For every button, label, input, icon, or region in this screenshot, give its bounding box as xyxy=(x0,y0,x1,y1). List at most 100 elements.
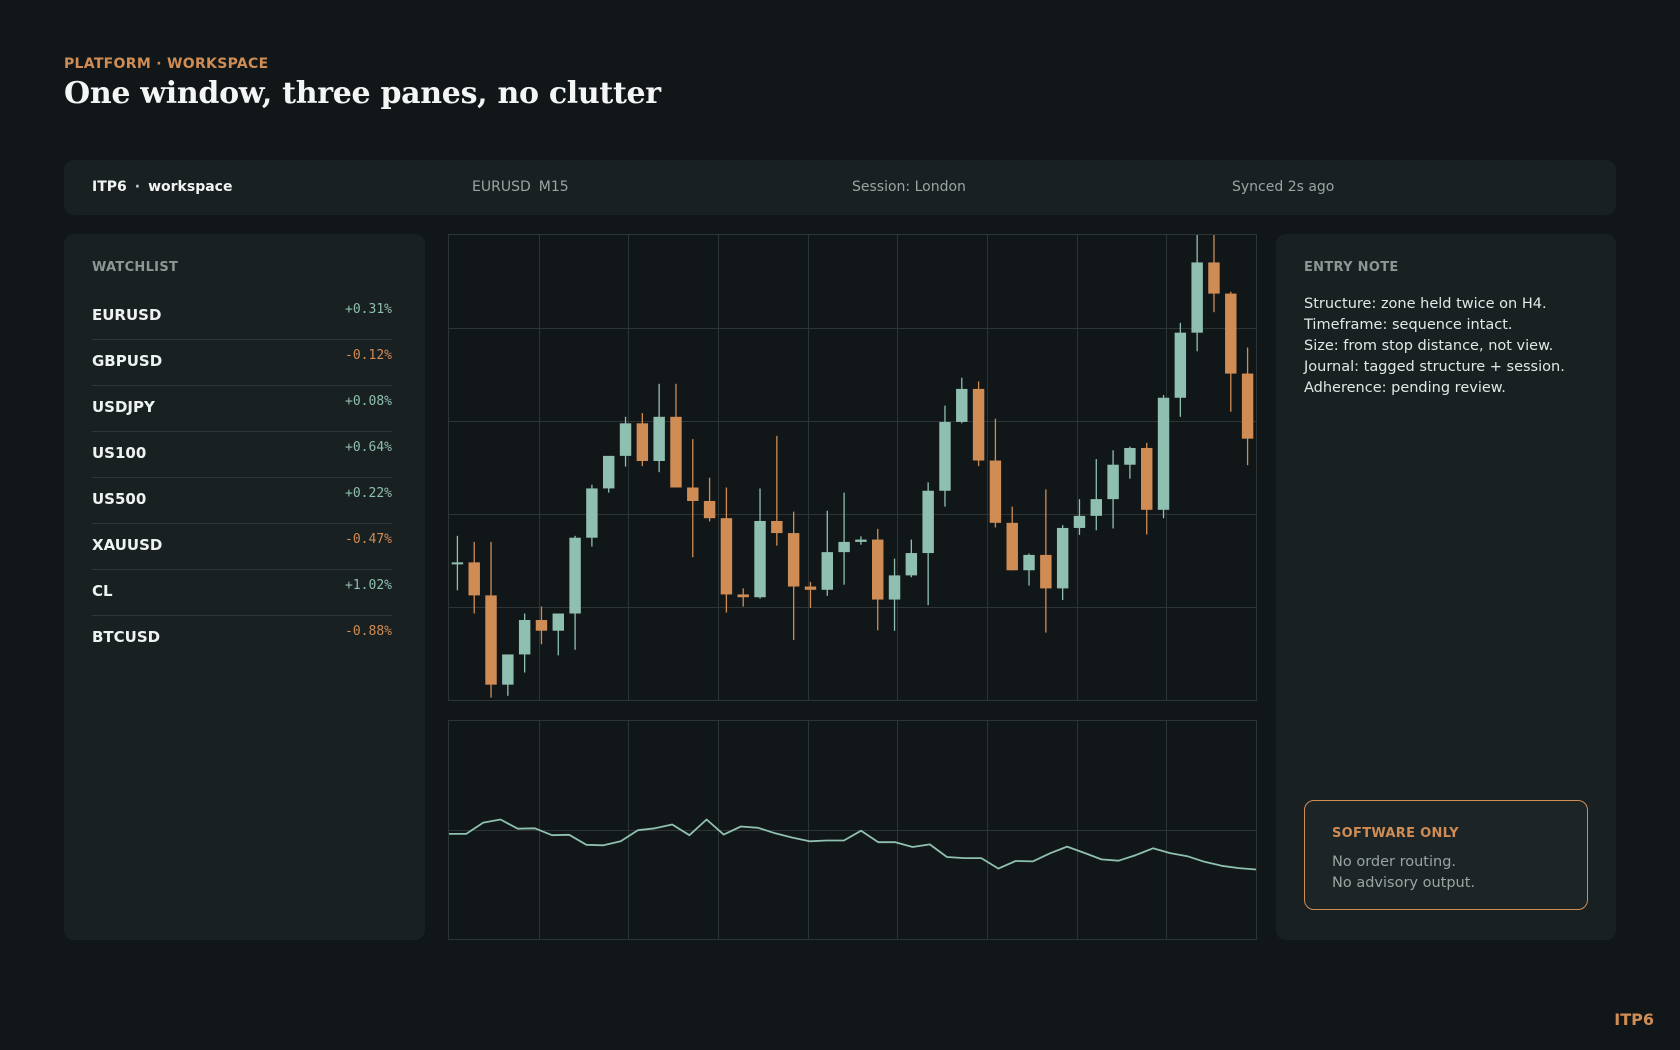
sync-status: Synced 2s ago xyxy=(1232,179,1335,195)
candle-body xyxy=(1056,527,1069,589)
watchlist-change: +0.64% xyxy=(345,440,392,455)
candle-body xyxy=(670,416,682,488)
candle-body xyxy=(1174,332,1187,398)
note-line: Journal: tagged structure + session. xyxy=(1304,359,1565,375)
watchlist-symbol: EURUSD xyxy=(92,306,162,324)
watchlist-item[interactable]: EURUSD +0.31% xyxy=(92,294,392,340)
candle-body xyxy=(653,416,665,461)
candle-body xyxy=(771,520,783,534)
candle-body xyxy=(905,553,918,576)
watchlist-item[interactable]: CL +1.02% xyxy=(92,570,392,616)
note-line: Size: from stop distance, not view. xyxy=(1304,338,1554,354)
candle-body xyxy=(1124,447,1136,465)
price-chart-svg xyxy=(449,235,1256,700)
software-only-badge: SOFTWARE ONLY No order routing. No advis… xyxy=(1304,800,1588,910)
watchlist-symbol: USDJPY xyxy=(92,398,155,416)
watchlist-change: -0.47% xyxy=(345,532,392,547)
page-eyebrow: PLATFORM · WORKSPACE xyxy=(64,56,269,72)
workspace-brand[interactable]: ITP6 · workspace xyxy=(92,160,232,215)
candle-body xyxy=(687,487,699,501)
candle-body xyxy=(821,552,833,590)
indicator-chart-svg xyxy=(449,721,1256,939)
entry-note-heading: ENTRY NOTE xyxy=(1304,260,1399,275)
candle-body xyxy=(586,488,598,538)
price-chart[interactable] xyxy=(448,234,1257,701)
watchlist-symbol: US100 xyxy=(92,444,147,462)
candle-body xyxy=(1073,515,1086,528)
watchlist-change: +1.02% xyxy=(345,578,392,593)
watchlist-change: +0.31% xyxy=(345,302,392,317)
note-line: Adherence: pending review. xyxy=(1304,380,1506,396)
note-line: Timeframe: sequence intact. xyxy=(1304,317,1513,333)
candle-body xyxy=(1023,554,1035,571)
timeframe-label: M15 xyxy=(538,179,569,195)
watchlist-list: EURUSD +0.31% GBPUSD -0.12% USDJPY +0.08… xyxy=(92,294,392,661)
candle-body xyxy=(518,620,531,655)
top-bar: ITP6 · workspace EURUSD M15 Session: London… xyxy=(64,160,1616,215)
candle-body xyxy=(1157,397,1170,510)
candle-body xyxy=(855,539,867,542)
badge-title: SOFTWARE ONLY xyxy=(1332,826,1459,841)
workspace-label: workspace xyxy=(148,179,233,195)
candle-body xyxy=(888,575,901,600)
badge-line: No advisory output. xyxy=(1332,875,1476,891)
candle-body xyxy=(1040,554,1052,589)
watchlist-change: -0.88% xyxy=(345,624,392,639)
candle-body xyxy=(703,500,716,519)
indicator-line xyxy=(449,818,1256,871)
watchlist-symbol: BTCUSD xyxy=(92,628,161,646)
candle-body xyxy=(468,562,480,596)
footer-logo: ITP6 xyxy=(1614,1010,1654,1029)
candle-body xyxy=(720,518,733,595)
candle-body xyxy=(1141,447,1153,510)
indicator-chart[interactable] xyxy=(448,720,1257,940)
candle-body xyxy=(1090,499,1102,516)
watchlist-panel: WATCHLIST EURUSD +0.31% GBPUSD -0.12% US… xyxy=(64,234,425,940)
candle-body xyxy=(569,537,581,614)
watchlist-item[interactable]: BTCUSD -0.88% xyxy=(92,616,392,661)
candle-body xyxy=(1191,262,1203,333)
symbol-label: EURUSD xyxy=(472,179,531,195)
symbol-selector[interactable]: EURUSD M15 xyxy=(472,160,569,215)
watchlist-item[interactable]: USDJPY +0.08% xyxy=(92,386,392,432)
candle-body xyxy=(1006,522,1018,571)
candle-body xyxy=(1208,262,1220,294)
candle-body xyxy=(972,388,985,461)
page-title: One window, three panes, no clutter xyxy=(64,76,661,111)
watchlist-item[interactable]: XAUUSD -0.47% xyxy=(92,524,392,570)
candle-body xyxy=(956,388,968,422)
watchlist-symbol: US500 xyxy=(92,490,147,508)
candle-body xyxy=(872,539,884,600)
candle-body xyxy=(939,421,951,491)
candle-body xyxy=(603,455,615,489)
watchlist-symbol: GBPUSD xyxy=(92,352,163,370)
watchlist-item[interactable]: GBPUSD -0.12% xyxy=(92,340,392,386)
watchlist-change: -0.12% xyxy=(345,348,392,363)
candle-body xyxy=(804,586,817,590)
badge-line: No order routing. xyxy=(1332,854,1457,870)
candle-body xyxy=(754,520,766,598)
candle-body xyxy=(922,490,934,554)
candle-body xyxy=(1241,373,1254,439)
session-label: Session: London xyxy=(852,179,966,195)
watchlist-symbol: CL xyxy=(92,582,113,600)
watchlist-item[interactable]: US500 +0.22% xyxy=(92,478,392,524)
watchlist-item[interactable]: US100 +0.64% xyxy=(92,432,392,478)
entry-note-lines: Structure: zone held twice on H4. Timefr… xyxy=(1304,294,1594,399)
candle-body xyxy=(636,423,649,461)
brand-name: ITP6 xyxy=(92,179,127,195)
candle-body xyxy=(535,620,548,631)
candle-body xyxy=(737,594,749,598)
watchlist-heading: WATCHLIST xyxy=(92,260,179,275)
candle-body xyxy=(619,423,632,456)
candle-body xyxy=(838,541,850,553)
candle-body xyxy=(787,533,800,587)
watchlist-change: +0.08% xyxy=(345,394,392,409)
candle-body xyxy=(1107,464,1119,500)
watchlist-change: +0.22% xyxy=(345,486,392,501)
candle-body xyxy=(989,460,1002,523)
brand-separator: · xyxy=(134,179,141,195)
entry-note-panel: ENTRY NOTE Structure: zone held twice on… xyxy=(1276,234,1616,940)
candle-body xyxy=(1225,293,1237,374)
candle-body xyxy=(485,595,497,685)
